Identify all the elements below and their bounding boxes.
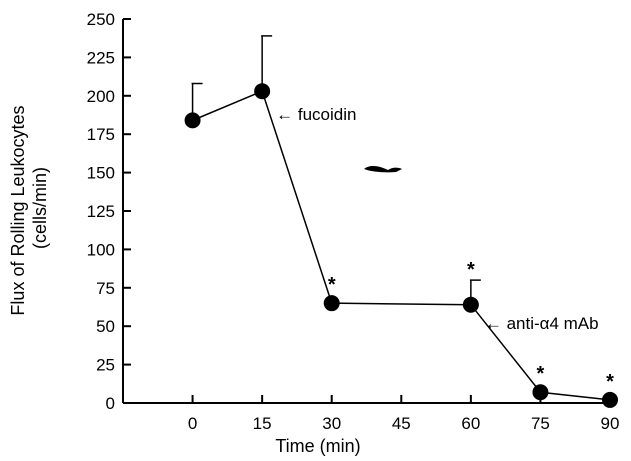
data-point	[254, 83, 271, 100]
annotation-label: ← fucoidin	[276, 105, 356, 124]
y-tick-label: 100	[87, 240, 115, 259]
y-tick-label: 225	[87, 48, 115, 67]
annotation-label: ← anti-α4 mAb	[485, 314, 599, 333]
y-tick-label: 50	[96, 317, 115, 336]
x-tick-label: 15	[253, 414, 272, 433]
y-axis-title-line-2: (cells/min)	[30, 167, 50, 249]
y-tick-label: 250	[87, 10, 115, 29]
x-tick-label: 45	[392, 414, 411, 433]
y-tick-label: 25	[96, 356, 115, 375]
y-axis-title: Flux of Rolling Leukocytes (cells/min)	[8, 100, 50, 315]
x-tick-label: 75	[531, 414, 550, 433]
x-tick-label: 90	[601, 414, 620, 433]
y-tick-label: 125	[87, 202, 115, 221]
y-axis-title-line-1: Flux of Rolling Leukocytes	[8, 105, 28, 315]
data-point	[462, 296, 479, 313]
fucoidin-scribble-mark	[364, 166, 402, 173]
data-point	[602, 391, 618, 408]
x-tick-label: 0	[188, 414, 197, 433]
data-point	[184, 112, 201, 129]
x-axis: 0 15 30 45 60 75 90	[123, 395, 619, 433]
y-tick-label: 75	[96, 279, 115, 298]
data-point	[323, 295, 340, 312]
significance-marker: *	[606, 371, 614, 393]
y-tick-label: 175	[87, 125, 115, 144]
y-tick-label: 150	[87, 164, 115, 183]
x-tick-label: 30	[322, 414, 341, 433]
significance-marker: *	[467, 259, 475, 281]
significance-marker: *	[328, 274, 336, 296]
series-line	[192, 90, 611, 401]
plot-area: * * * * ← fucoidin ← anti-α4 mAb	[184, 35, 618, 408]
y-tick-label: 0	[106, 394, 115, 413]
significance-marker: *	[537, 363, 545, 385]
y-axis: 0 25 50 75 100 125 150 175 200 225 250	[87, 10, 131, 413]
x-axis-title: Time (min)	[275, 436, 360, 456]
y-tick-label: 200	[87, 87, 115, 106]
x-tick-label: 60	[461, 414, 480, 433]
data-point	[532, 384, 549, 401]
